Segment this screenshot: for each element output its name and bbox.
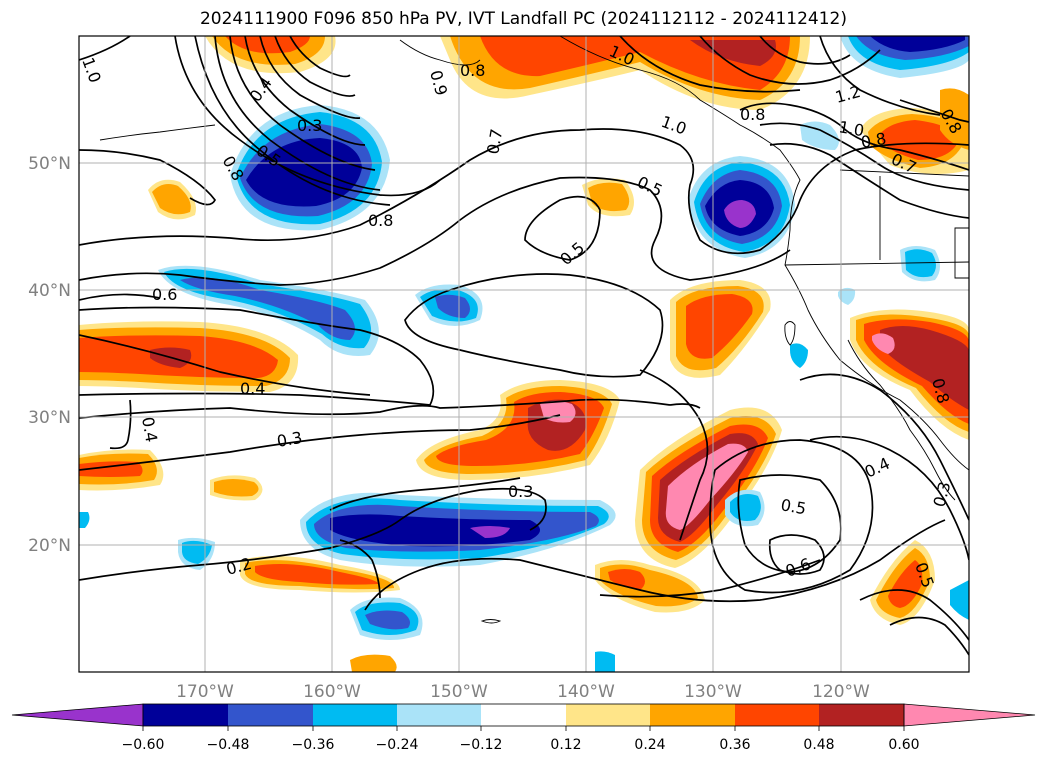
colorbar-bin xyxy=(735,704,819,726)
contour-label: 0.3 xyxy=(275,428,303,451)
contour-label: 0.3 xyxy=(297,116,322,135)
coastlines xyxy=(99,36,969,624)
lon-label: 150°W xyxy=(430,682,488,702)
lat-label: 40°N xyxy=(28,281,71,301)
contour-label: 0.7 xyxy=(483,127,506,155)
colorbar-bin xyxy=(650,704,735,726)
lon-label: 120°W xyxy=(812,682,870,702)
lon-label: 140°W xyxy=(557,682,615,702)
lon-label: 160°W xyxy=(303,682,361,702)
lon-label: 170°W xyxy=(176,682,234,702)
contour-label: 0.8 xyxy=(859,129,887,152)
map-frame xyxy=(78,35,970,673)
colorbar-tick-label: 0.36 xyxy=(719,737,750,753)
colorbar-tick-label: 0.60 xyxy=(888,737,919,753)
gridlines xyxy=(79,36,969,672)
colorbar-tick-label: 0.48 xyxy=(803,737,834,753)
lat-label: 30°N xyxy=(28,408,71,428)
colorbar-bin xyxy=(397,704,481,726)
lat-label: 50°N xyxy=(28,154,71,174)
contour-label: 0.8 xyxy=(740,105,765,124)
colorbar-tick-label: 0.24 xyxy=(634,737,665,753)
colorbar-tick-label: −0.48 xyxy=(207,737,250,753)
contour-label: 0.8 xyxy=(368,211,393,230)
colorbar-tick-label: 0.12 xyxy=(550,737,581,753)
colorbar-bin xyxy=(228,704,313,726)
colorbar-bin xyxy=(313,704,397,726)
colorbar-extend-high xyxy=(903,703,1036,727)
contour-label: 0.4 xyxy=(240,379,265,398)
colorbar-extend-low xyxy=(11,703,144,727)
contour-label: 0.5 xyxy=(779,495,807,518)
pv-contours xyxy=(79,36,969,656)
contour-label: 0.8 xyxy=(460,61,485,80)
colorbar-tick-label: −0.12 xyxy=(460,737,503,753)
plot-title: 2024111900 F096 850 hPa PV, IVT Landfall… xyxy=(199,9,847,29)
contour-label: 0.3 xyxy=(508,482,533,501)
axis-labels: 170°W 160°W 150°W 140°W 130°W 120°W 50°N… xyxy=(28,154,870,702)
contour-label: 0.6 xyxy=(152,285,177,304)
contour-label: 0.4 xyxy=(138,415,161,443)
lat-label: 20°N xyxy=(28,536,71,556)
colorbar-bin xyxy=(143,704,228,726)
colorbar-tick-label: −0.24 xyxy=(376,737,419,753)
colorbar-tick-label: −0.36 xyxy=(292,737,335,753)
colorbar-bin xyxy=(481,704,566,726)
lon-label: 130°W xyxy=(684,682,742,702)
colorbar-tick-label: −0.60 xyxy=(122,737,165,753)
colorbar-bin xyxy=(819,704,904,726)
colorbar-bin xyxy=(566,704,650,726)
colorbar: −0.60 −0.48 −0.36 −0.24 −0.12 0.12 0.24 … xyxy=(11,703,1036,753)
contour-label: 1.0 xyxy=(837,117,865,140)
colorbar-frame xyxy=(142,703,905,727)
